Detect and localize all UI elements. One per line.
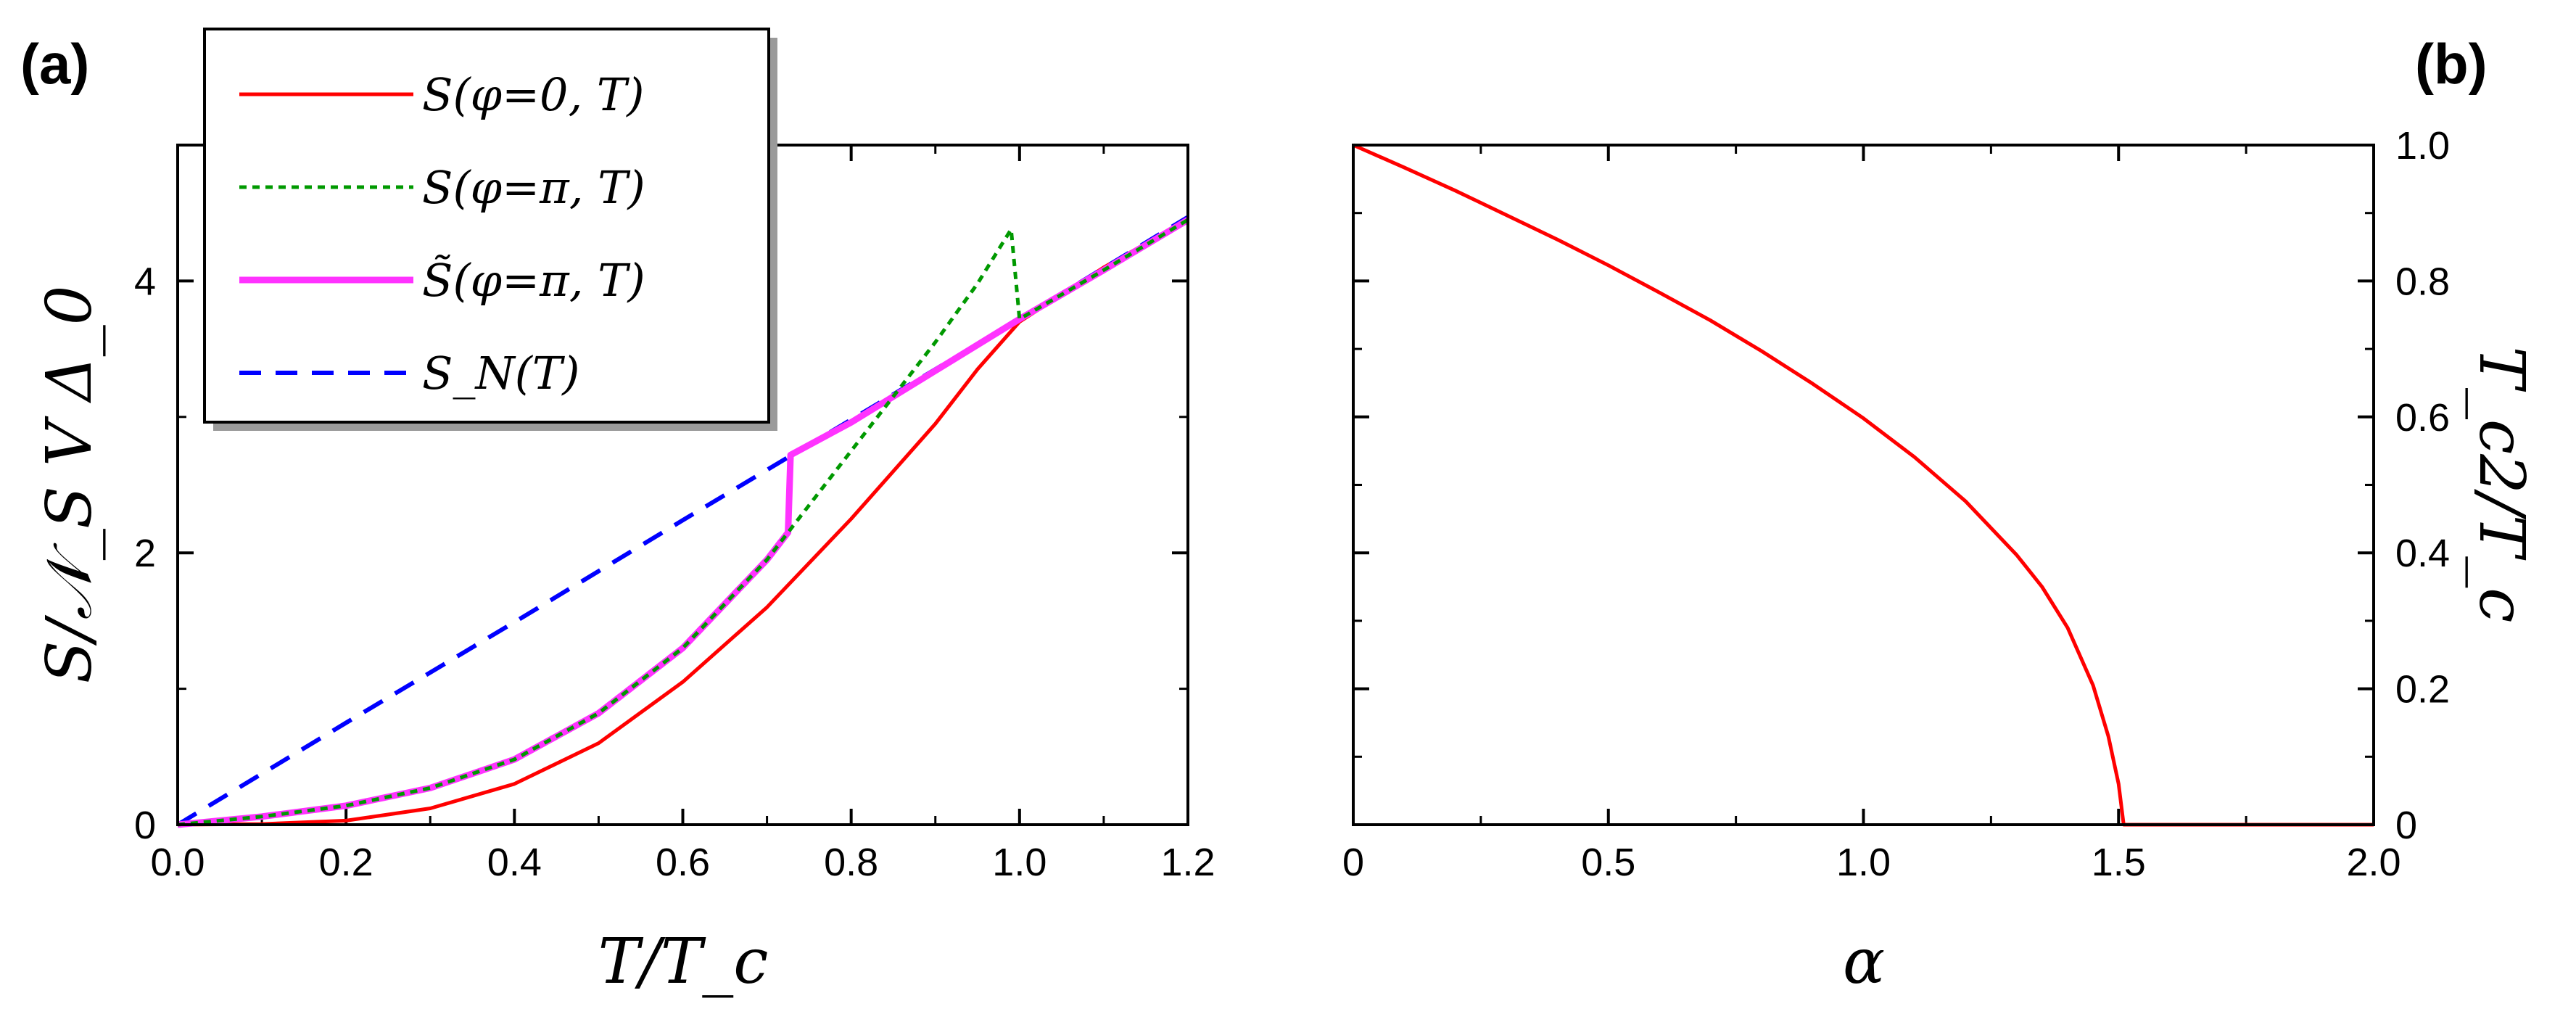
y-tick-label: 0.8 — [2395, 260, 2450, 303]
x-tick-label: 0.5 — [1581, 841, 1635, 884]
series-line-1 — [1352, 143, 2374, 827]
x-tick-label: 0 — [1342, 841, 1364, 884]
panel-a: 0.0 0.2 0.4 0.6 0.8 1.0 1.2 0 2 4 T/T_c S/𝒩_S V Δ… — [33, 28, 1215, 998]
series-line-1 — [177, 218, 1189, 827]
x-tick-label: 0.0 — [150, 841, 205, 884]
x-tick-label: 0.2 — [319, 841, 373, 884]
panel-label-b: (b) — [2415, 32, 2488, 96]
panel-a-y-axis-title: S/𝒩_S V Δ_0 — [33, 286, 106, 684]
panel-a-tick-labels: 0.0 0.2 0.4 0.6 0.8 1.0 1.2 0 2 4 — [134, 260, 1215, 884]
x-tick-label: 1.0 — [992, 841, 1046, 884]
panel-b-frame — [1352, 144, 2375, 826]
x-tick-label: 0.8 — [824, 841, 878, 884]
panel-a-legend: S(φ=0, T) S(φ=π, T) S̃(φ=π, T) S_N(T) — [203, 28, 777, 431]
x-tick-label: 1.2 — [1160, 841, 1215, 884]
y-tick-label: 4 — [134, 260, 156, 303]
panel-label-a: (a) — [20, 32, 89, 96]
y-tick-label: 1.0 — [2395, 124, 2450, 168]
y-tick-label: 0 — [2395, 804, 2417, 847]
legend-label: S̃(φ=π, T) — [422, 254, 645, 307]
legend-label: S_N(T) — [422, 347, 579, 400]
series-line-4 — [177, 218, 1189, 827]
x-tick-label: 1.5 — [2092, 841, 2146, 884]
legend-label: S(φ=π, T) — [422, 161, 645, 214]
y-tick-label: 0 — [134, 804, 156, 847]
panel-b: 0 0.5 1.0 1.5 2.000.20.40.60.81.0 α T_c2/T_c — [1342, 124, 2538, 998]
x-tick-label: 2.0 — [2346, 841, 2400, 884]
x-tick-label: 0.4 — [487, 841, 542, 884]
panel-b-x-axis-title: α — [1843, 926, 1885, 998]
legend-label: S(φ=0, T) — [422, 68, 644, 121]
panel-b-tick-labels: 0 0.5 1.0 1.5 2.000.20.40.60.81.0 — [1342, 124, 2450, 884]
x-tick-label: 0.6 — [656, 841, 710, 884]
panel-b-series — [1352, 143, 2374, 827]
panel-a-series — [176, 215, 1190, 828]
panel-b-ticks — [1352, 144, 2375, 826]
x-tick-label: 1.0 — [1836, 841, 1891, 884]
panel-b-y-axis-title: T_c2/T_c — [2465, 347, 2538, 623]
panel-a-x-axis-title: T/T_c — [598, 926, 769, 998]
y-tick-label: 0.2 — [2395, 668, 2450, 712]
y-tick-label: 0.6 — [2395, 396, 2450, 440]
y-tick-label: 2 — [134, 532, 156, 575]
y-tick-label: 0.4 — [2395, 532, 2450, 575]
